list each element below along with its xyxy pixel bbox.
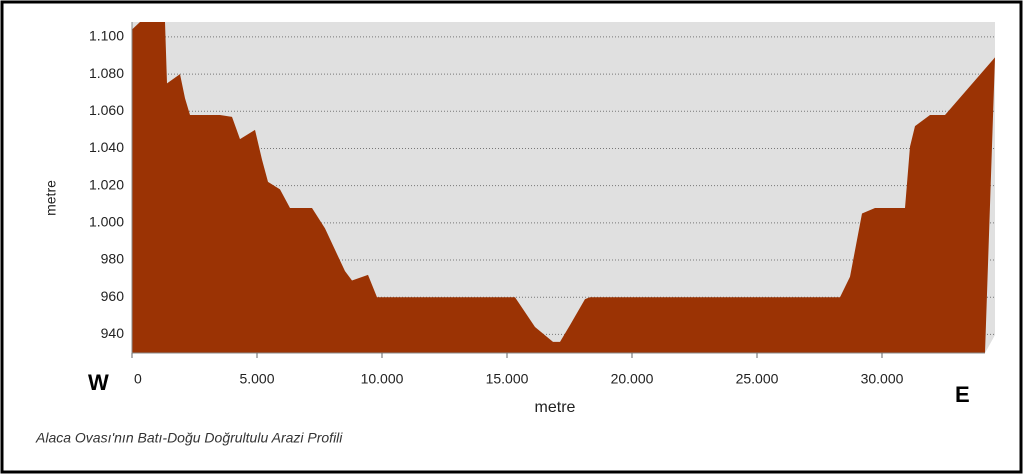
caption: Alaca Ovası'nın Batı-Doğu Doğrultulu Ara…	[35, 430, 343, 446]
west-label: W	[88, 370, 109, 395]
y-tick-label: 1.000	[89, 214, 124, 230]
y-tick-label: 1.020	[89, 176, 124, 192]
y-tick-label: 1.060	[89, 102, 124, 118]
x-tick-label: 10.000	[361, 371, 404, 387]
x-tick-label: 0	[134, 371, 142, 387]
x-tick-label: 5.000	[239, 371, 274, 387]
y-tick-label: 1.040	[89, 139, 124, 155]
y-tick-label: 980	[101, 251, 125, 267]
plot-background	[132, 22, 995, 353]
terrain-area	[132, 22, 995, 353]
x-axis-label: metre	[535, 399, 576, 416]
y-axis-label: metre	[43, 180, 59, 216]
y-tick-label: 1.100	[89, 28, 124, 44]
x-tick-label: 20.000	[611, 371, 654, 387]
y-tick-label: 1.080	[89, 65, 124, 81]
y-tick-label: 960	[101, 288, 125, 304]
x-tick-label: 15.000	[486, 371, 529, 387]
y-tick-label: 940	[101, 325, 125, 341]
x-tick-label: 25.000	[736, 371, 779, 387]
x-tick-label: 30.000	[861, 371, 904, 387]
east-label: E	[955, 382, 970, 407]
